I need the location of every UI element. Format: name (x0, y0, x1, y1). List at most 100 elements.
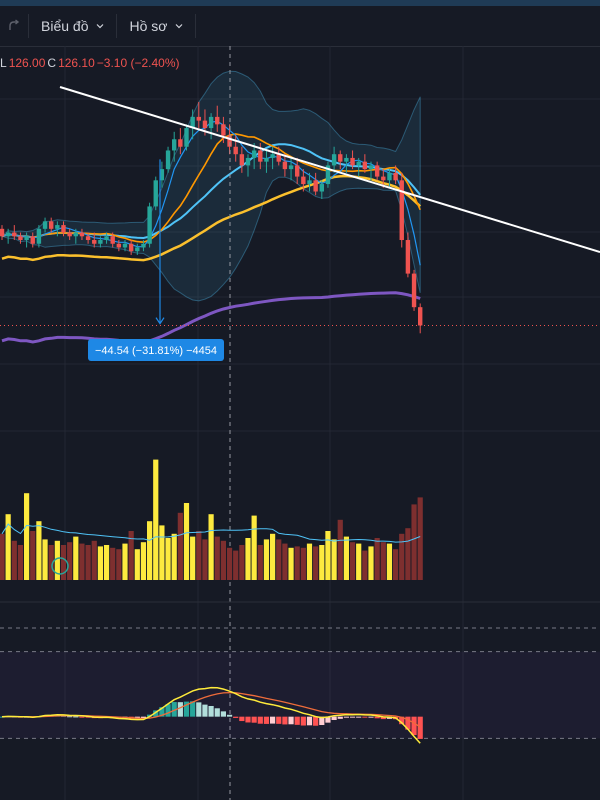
candle (128, 240, 134, 255)
close-value: 126.10 (58, 56, 95, 70)
candle-body (350, 157, 355, 166)
candle (141, 240, 146, 252)
candle (196, 101, 201, 129)
candle-body (411, 273, 417, 308)
volume-bar (270, 533, 276, 580)
candle-body (313, 180, 318, 192)
stock-chart[interactable]: −44.54 (−31.81%) −4454 (0, 46, 600, 800)
low-label: L (0, 56, 7, 70)
candle-body (251, 150, 257, 158)
chart-menu-button[interactable]: Biểu đồ (29, 6, 116, 46)
candle-body (374, 165, 380, 177)
volume-bar (337, 519, 343, 580)
histogram-bar (343, 716, 349, 718)
volume-bar (42, 539, 48, 580)
volume-bar (17, 545, 24, 580)
candle-body (418, 307, 423, 326)
histogram-bar (356, 716, 362, 718)
close-label: C (47, 56, 57, 70)
candle (208, 113, 214, 140)
candle (313, 172, 318, 196)
histogram-bar (159, 707, 165, 717)
measure-label: −44.54 (−31.81%) −4454 (95, 345, 217, 357)
histogram-bar (417, 716, 423, 739)
candle-body (319, 184, 324, 192)
candle (42, 217, 48, 233)
toolbar-separator (195, 14, 197, 38)
candle (270, 146, 275, 170)
volume-bar (300, 547, 306, 580)
profile-menu-button[interactable]: Hồ sơ (117, 6, 195, 46)
candle-body (325, 165, 331, 185)
histogram-bar (196, 702, 202, 717)
volume-bar (159, 525, 165, 580)
candle-body (178, 139, 183, 147)
candle-body (147, 206, 152, 244)
candle-body (122, 243, 128, 248)
volume-bar (294, 546, 300, 580)
candle (104, 232, 109, 244)
histogram-bar (177, 702, 183, 717)
candle-body (338, 154, 343, 162)
volume-bar (343, 536, 349, 580)
candle (325, 161, 331, 188)
volume-bar (386, 543, 393, 580)
volume-bar (288, 547, 294, 580)
volume-bars (0, 459, 423, 580)
volume-bar (190, 536, 196, 580)
volume-bar (11, 540, 17, 580)
volume-bar (24, 493, 30, 580)
redo-icon (9, 19, 20, 30)
candle-body (245, 157, 251, 166)
candle-body (18, 236, 23, 241)
candle (381, 169, 386, 188)
candle-body (165, 150, 171, 170)
candle (295, 157, 300, 185)
volume-bar (380, 542, 386, 580)
candle-body (116, 243, 122, 248)
histogram-bar (214, 708, 220, 717)
volume-bar (36, 521, 42, 580)
candle-body (288, 165, 294, 170)
candle (49, 217, 54, 233)
volume-bar (60, 545, 67, 580)
low-value: 126.00 (8, 56, 46, 70)
ohlc-legend: L 126.00 C 126.10 −3.10 (−2.40%) (0, 56, 180, 70)
candle (36, 225, 42, 248)
candle-body (55, 225, 60, 229)
candle-body (85, 236, 91, 241)
candle (178, 128, 183, 155)
volume-bar (405, 528, 411, 580)
candle (368, 161, 374, 181)
volume-bar (171, 533, 177, 580)
histogram-bar (411, 716, 417, 736)
candle-body (227, 135, 232, 147)
candle-body (5, 232, 11, 237)
candle-body (356, 161, 361, 166)
histogram-bar (362, 716, 368, 718)
candle-body (42, 221, 48, 229)
candle (387, 169, 392, 188)
histogram-bar (202, 704, 208, 717)
volume-bar (48, 545, 54, 580)
candle-body (79, 232, 85, 237)
volume-bar (362, 550, 368, 580)
volume-bar (349, 542, 356, 580)
candle-body (282, 161, 288, 170)
volume-bar (0, 533, 5, 580)
histogram-bar (374, 716, 380, 719)
candle-body (128, 243, 134, 252)
candle-body (184, 128, 189, 147)
candle (30, 232, 35, 248)
redo-button[interactable] (0, 6, 28, 46)
earnings-marker (51, 557, 69, 575)
candle (116, 240, 122, 252)
candle (239, 146, 245, 173)
volume-bar (356, 543, 362, 580)
candle (110, 232, 115, 248)
histogram-bar (239, 716, 245, 722)
volume-bar (331, 539, 337, 580)
histogram-bar (294, 716, 300, 725)
candle-body (331, 154, 337, 166)
histogram-bar (349, 716, 356, 718)
